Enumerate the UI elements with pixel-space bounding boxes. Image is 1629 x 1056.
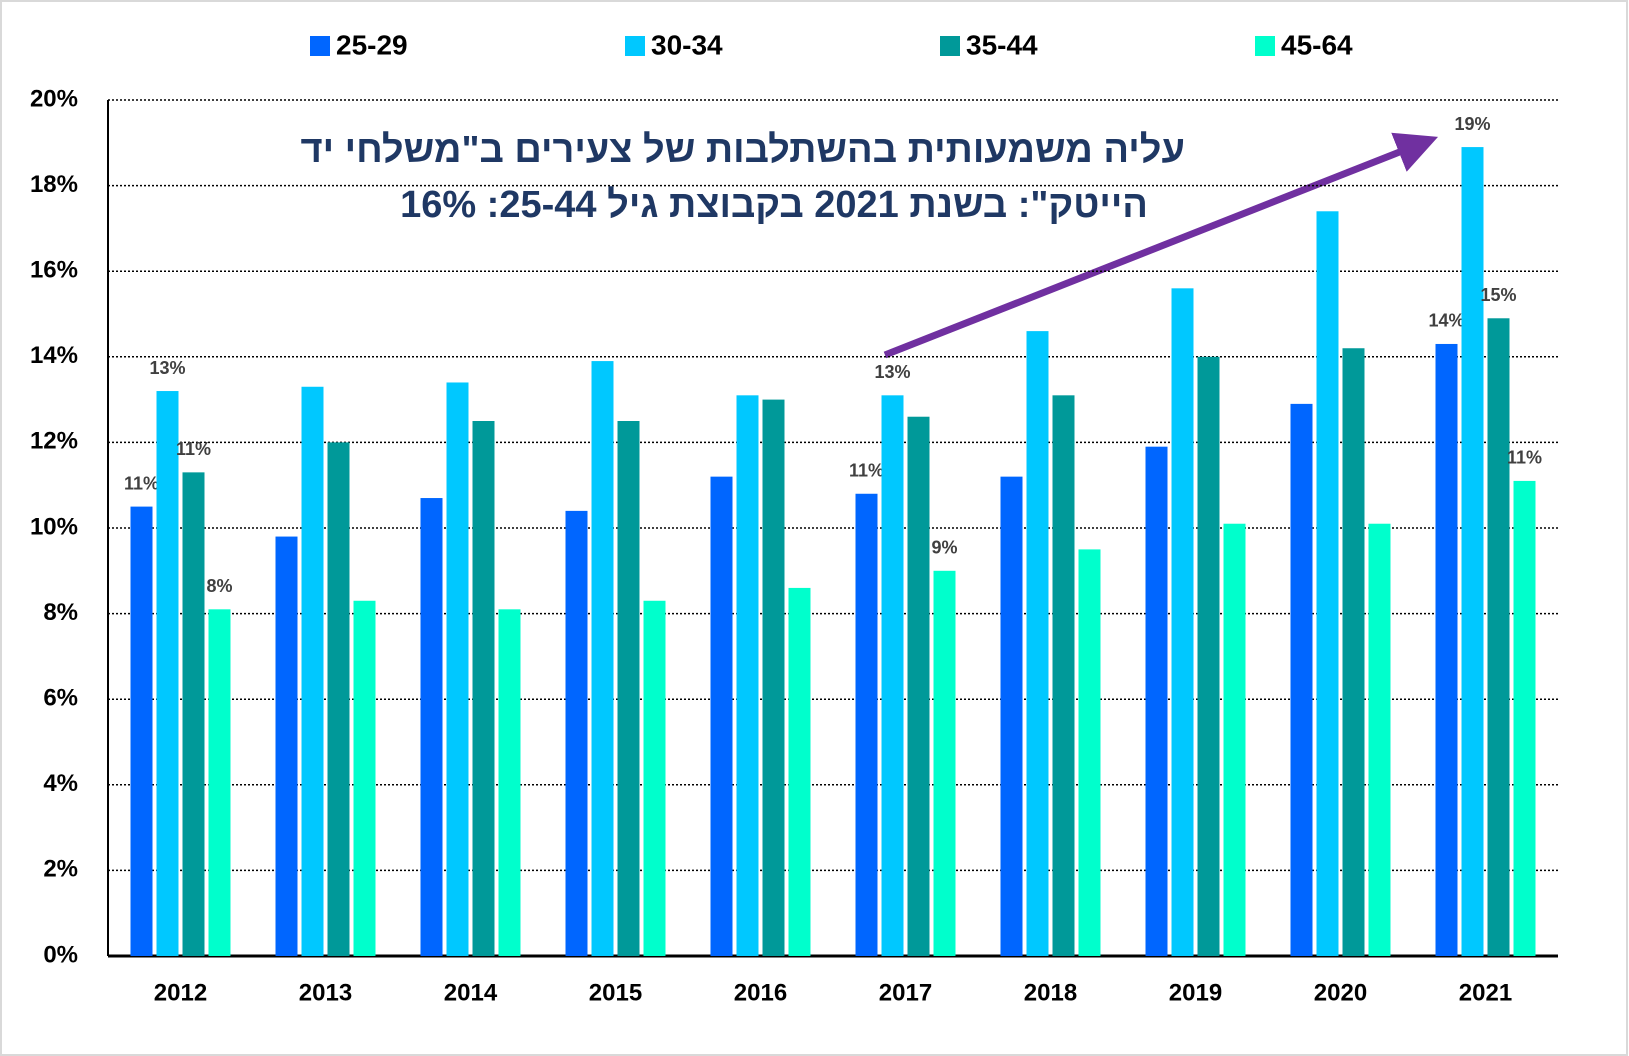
legend-label: 45-64 xyxy=(1281,29,1353,60)
y-tick-label: 10% xyxy=(30,513,78,540)
bar xyxy=(617,421,640,956)
legend-swatch xyxy=(1255,36,1275,56)
x-tick-label: 2012 xyxy=(154,979,207,1006)
bar xyxy=(762,399,785,957)
y-tick-label: 18% xyxy=(30,171,78,198)
legend-label: 35-44 xyxy=(966,29,1038,60)
bar xyxy=(1145,446,1168,956)
y-tick-label: 4% xyxy=(43,770,78,797)
bar xyxy=(130,506,153,956)
bar xyxy=(1435,343,1458,957)
trend-arrow xyxy=(883,132,1439,359)
bar xyxy=(182,472,205,956)
legend-swatch xyxy=(625,36,645,56)
bar xyxy=(788,587,811,956)
value-label: 11% xyxy=(849,461,884,481)
value-label: 13% xyxy=(874,362,910,382)
x-tick-label: 2015 xyxy=(589,979,642,1006)
bar xyxy=(208,609,231,956)
bar xyxy=(1078,549,1101,956)
bar xyxy=(420,498,443,956)
y-tick-label: 16% xyxy=(30,257,78,284)
y-tick-label: 8% xyxy=(43,599,78,626)
value-label: 19% xyxy=(1454,114,1490,134)
bar xyxy=(1171,288,1194,956)
bar xyxy=(1342,348,1365,956)
value-label: 15% xyxy=(1480,285,1516,305)
bar xyxy=(881,395,904,956)
bar xyxy=(933,570,956,956)
bar xyxy=(498,609,521,956)
bar xyxy=(1461,147,1484,956)
y-tick-label: 2% xyxy=(43,856,78,883)
bar xyxy=(1368,523,1391,956)
value-label: 11% xyxy=(176,439,211,459)
bar xyxy=(1487,318,1510,956)
x-tick-label: 2014 xyxy=(444,979,498,1006)
bar xyxy=(1513,480,1536,956)
bar xyxy=(710,476,733,956)
legend-label: 30-34 xyxy=(651,29,723,60)
y-tick-label: 20% xyxy=(30,85,78,112)
bar xyxy=(446,382,469,957)
legend-swatch xyxy=(940,36,960,56)
value-label: 11% xyxy=(1507,448,1542,468)
bar xyxy=(1026,331,1049,956)
bar xyxy=(301,386,324,956)
bar xyxy=(1197,356,1220,956)
x-tick-label: 2020 xyxy=(1314,979,1367,1006)
x-tick-label: 2013 xyxy=(299,979,352,1006)
bar xyxy=(1223,523,1246,956)
bar xyxy=(736,395,759,956)
bar xyxy=(565,510,588,956)
bar xyxy=(591,361,614,957)
legend-label: 25-29 xyxy=(336,29,408,60)
annotation: עליה משמעותית בהשתלבות של צעירים ב"משלחי… xyxy=(300,129,1185,171)
bar xyxy=(275,536,298,956)
annotation: הייטק": בשנת 2021 בקבוצת גיל 25-44: 16% xyxy=(400,184,1148,226)
bar xyxy=(1052,395,1075,956)
bar xyxy=(1000,476,1023,956)
y-tick-label: 6% xyxy=(43,685,78,712)
bar xyxy=(156,391,179,956)
y-tick-label: 12% xyxy=(30,428,78,455)
bar xyxy=(855,493,878,956)
y-tick-label: 0% xyxy=(43,941,78,968)
value-label: 13% xyxy=(149,358,185,378)
x-tick-label: 2021 xyxy=(1459,979,1512,1006)
value-label: 9% xyxy=(931,538,957,558)
legend-swatch xyxy=(310,36,330,56)
bar xyxy=(643,600,666,956)
bar xyxy=(1316,211,1339,956)
bar xyxy=(327,442,350,956)
bar xyxy=(907,416,930,957)
x-tick-label: 2019 xyxy=(1169,979,1222,1006)
value-label: 11% xyxy=(124,473,159,493)
bar xyxy=(353,600,376,956)
bar xyxy=(1290,403,1313,956)
y-tick-label: 14% xyxy=(30,342,78,369)
value-label: 8% xyxy=(206,576,232,596)
value-label: 14% xyxy=(1428,311,1464,331)
x-tick-label: 2018 xyxy=(1024,979,1077,1006)
x-tick-label: 2016 xyxy=(734,979,787,1006)
x-tick-label: 2017 xyxy=(879,979,932,1006)
bar xyxy=(472,421,495,956)
